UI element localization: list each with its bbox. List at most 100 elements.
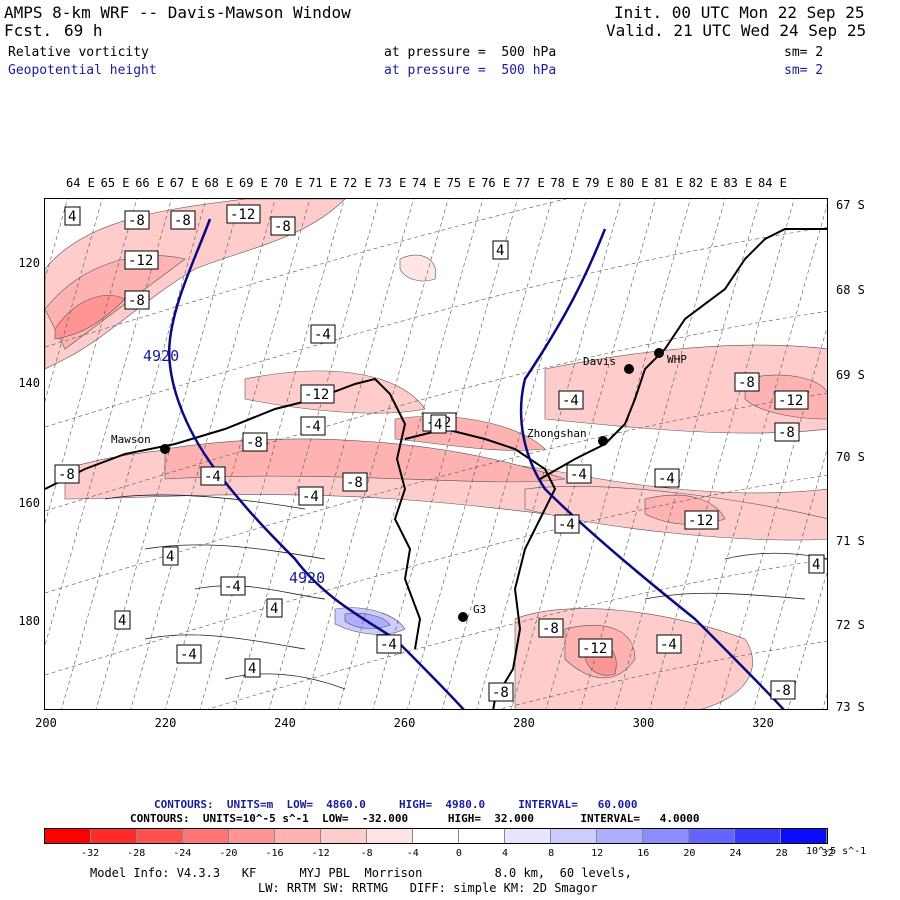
lat-label: 72 S [836,618,865,632]
label-text: -12 [778,393,803,409]
colorbar-swatch [597,829,643,843]
colorbar-swatch [689,829,735,843]
label-box [656,634,682,654]
colorbar-tick: 28 [775,848,788,859]
label-text: -4 [562,393,579,409]
x-tick-label: 260 [393,716,416,730]
field1-name: Relative vorticity [8,45,149,60]
contour-info-line2: CONTOURS: UNITS=10^-5 s^-1 LOW= -32.000 … [130,812,700,825]
station-label: Mawson [111,433,151,446]
model-info: Model Info: V4.3.3 KF MYJ PBL Morrison 8… [90,866,632,896]
label-text: 4 [434,417,442,433]
meridian-line [787,570,827,709]
parallel-line [499,641,827,709]
label-box [492,240,509,260]
meridian-line [684,204,827,709]
label-box [430,414,447,434]
vorticity-contour [104,494,306,510]
vorticity-label: -8 [54,464,80,484]
label-box [124,250,159,270]
label-box [226,204,261,224]
colorbar-tick: -12 [311,848,330,859]
label-text: -12 [128,253,153,269]
vorticity-shading [45,199,827,709]
label-text: -8 [778,425,795,441]
station-label: Davis [583,355,616,368]
label-box [654,468,680,488]
x-tick-label: 300 [632,716,655,730]
label-text: 4 [812,557,820,573]
vorticity-label: -8 [774,422,800,442]
colorbar [44,828,828,844]
meridian-line [614,199,760,709]
label-box [300,416,326,436]
meridian-line [199,199,345,709]
label-text: -12 [582,641,607,657]
label-box [266,598,283,618]
label-box [774,422,800,442]
x-tick-label: 280 [513,716,535,730]
lon-label: 81 E [654,176,684,190]
colorbar-tick: -28 [127,848,146,859]
contour-info-line1: CONTOURS: UNITS=m LOW= 4860.0 HIGH= 4980… [154,798,638,811]
model-info-line2: LW: RRTM SW: RRTMG DIFF: simple KM: 2D S… [258,881,598,895]
meridian-line [372,199,518,709]
label-box [200,466,226,486]
label-text: -4 [660,637,677,653]
label-text: -4 [570,467,587,483]
colorbar-tick: 24 [729,848,742,859]
vorticity-label: -4 [554,514,580,534]
vorticity-contour [224,673,346,690]
lon-label: 70 E [273,176,303,190]
lon-label: 65 E [100,176,130,190]
label-text: -4 [314,327,331,343]
meridian-line [45,199,68,280]
label-text: -12 [230,207,255,223]
label-box [170,210,196,230]
station-marker [654,348,664,358]
label-box [298,486,324,506]
label-text: -8 [128,213,145,229]
vorticity-label: -4 [558,390,584,410]
lat-lon-grid [45,199,827,709]
lat-label: 73 S [836,700,865,714]
label-box [310,324,336,344]
label-box [114,610,131,630]
lon-label: 78 E [550,176,580,190]
parallel-line [45,199,567,348]
vorticity-label: 4 [162,546,179,566]
vorticity-label: 4 [114,610,131,630]
vorticity-label: -4 [310,324,336,344]
colorbar-swatch [229,829,275,843]
meridian-line [338,199,484,709]
colorbar-swatch [367,829,413,843]
meridian-line [95,199,241,709]
station-label: WHP [667,353,687,366]
label-box [808,554,825,574]
parallel-line [45,311,827,512]
field2-name: Geopotential height [8,63,157,78]
vorticity-label: 4 [266,598,283,618]
meridian-line [303,199,449,709]
colorbar-swatch [781,829,827,843]
label-box [734,372,760,392]
label-box [684,510,719,530]
vorticity-label: -8 [170,210,196,230]
lat-label: 71 S [836,534,865,548]
label-text: 4 [166,549,174,565]
label-box [566,464,592,484]
vorticity-map: 4920 4920 4 -8 -8 -12 -8 -12 -8 -4 4 -12 -4 -8 -12 -8 -… [45,199,827,709]
meridian-line [45,199,138,525]
meridian-line [45,199,103,403]
label-text: -8 [774,683,791,699]
label-text: -8 [274,219,291,235]
colorbar-swatch [91,829,137,843]
x-tick-label: 320 [752,716,774,730]
vorticity-label: -8 [488,682,514,702]
label-box [578,638,613,658]
lon-label: 71 E [308,176,338,190]
colorbar-tick: 20 [683,848,696,859]
lon-label: 69 E [239,176,268,190]
label-text: -4 [302,489,319,505]
label-box [554,514,580,534]
